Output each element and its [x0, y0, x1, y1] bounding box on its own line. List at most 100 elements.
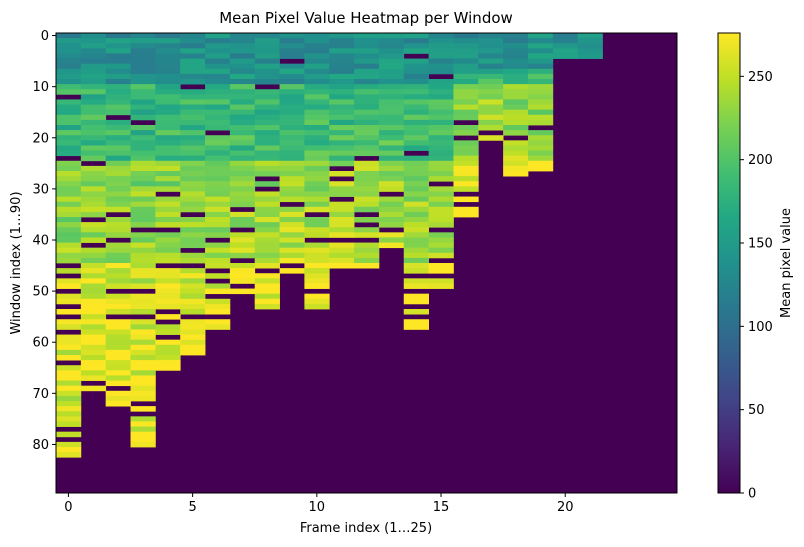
- heatmap-cell: [80, 344, 107, 351]
- heatmap-cell: [80, 58, 107, 65]
- heatmap-cell: [80, 355, 107, 361]
- heatmap-cell: [105, 360, 131, 366]
- heatmap-cell: [329, 38, 355, 44]
- heatmap-cell: [279, 211, 305, 218]
- heatmap-cell: [378, 232, 405, 238]
- heatmap-cell: [254, 53, 280, 59]
- heatmap-cell: [130, 360, 156, 366]
- heatmap-cell: [378, 94, 405, 100]
- heatmap-cell: [180, 319, 206, 325]
- heatmap-cell: [279, 176, 305, 182]
- heatmap-cell: [105, 349, 131, 356]
- heatmap-cell: [130, 406, 156, 412]
- heatmap-cell: [105, 99, 131, 105]
- heatmap-cell: [403, 63, 429, 70]
- heatmap-cell: [105, 365, 131, 371]
- heatmap-cell: [205, 206, 231, 213]
- heatmap-cell: [279, 196, 305, 203]
- heatmap-cell: [503, 73, 529, 80]
- heatmap-cell: [80, 303, 107, 310]
- heatmap-cell: [378, 58, 405, 65]
- heatmap-cell: [527, 48, 554, 54]
- heatmap-cell: [403, 104, 429, 111]
- heatmap-cell: [354, 145, 380, 151]
- heatmap-cell: [205, 201, 231, 208]
- heatmap-cell: [105, 89, 131, 95]
- heatmap-cell: [205, 84, 231, 90]
- heatmap-cell: [254, 288, 280, 295]
- heatmap-cell: [229, 79, 256, 85]
- heatmap-cell: [378, 84, 405, 90]
- heatmap-cell: [155, 298, 181, 305]
- heatmap-cell: [180, 217, 206, 223]
- heatmap-cell: [329, 43, 355, 49]
- heatmap-cell: [527, 135, 554, 141]
- heatmap-cell: [229, 171, 256, 177]
- heatmap-cell: [329, 109, 355, 116]
- heatmap-cell: [155, 349, 181, 356]
- heatmap-cell: [180, 68, 206, 75]
- heatmap-cell: [329, 125, 355, 131]
- heatmap-cell: [378, 104, 405, 111]
- heatmap-cell: [428, 278, 454, 284]
- heatmap-cell: [155, 48, 181, 54]
- heatmap-cell: [130, 252, 156, 259]
- heatmap-cell: [478, 99, 504, 105]
- heatmap-cell: [428, 38, 454, 44]
- heatmap-cell: [130, 114, 156, 121]
- heatmap-cell: [105, 303, 131, 310]
- heatmap-cell: [527, 68, 554, 75]
- heatmap-cell: [56, 324, 82, 330]
- heatmap-cell: [378, 119, 405, 126]
- heatmap-cell: [279, 104, 305, 111]
- heatmap-cell: [577, 33, 603, 39]
- heatmap-cell: [130, 217, 156, 223]
- heatmap-cell: [279, 181, 305, 187]
- heatmap-cell: [105, 155, 131, 162]
- x-tick-label: 20: [557, 500, 574, 515]
- heatmap-cell: [329, 206, 355, 213]
- heatmap-cell: [354, 171, 380, 177]
- heatmap-cell: [180, 181, 206, 187]
- y-tick-label: 60: [32, 336, 49, 351]
- heatmap-cell: [229, 43, 256, 49]
- heatmap-cell: [329, 252, 355, 259]
- heatmap-cell: [155, 114, 181, 121]
- heatmap-cell: [56, 227, 82, 233]
- heatmap-cell: [378, 237, 405, 243]
- heatmap-cell: [254, 38, 280, 44]
- heatmap-cell: [428, 206, 454, 213]
- heatmap-cell: [527, 160, 554, 167]
- heatmap-cell: [254, 201, 280, 208]
- heatmap-cell: [105, 48, 131, 54]
- heatmap-cell: [155, 89, 181, 95]
- heatmap-cell: [304, 155, 330, 162]
- heatmap-cell: [155, 63, 181, 70]
- heatmap-cell: [279, 79, 305, 85]
- heatmap-cell: [80, 319, 107, 325]
- heatmap-cell: [378, 222, 405, 228]
- heatmap-cell: [205, 247, 231, 254]
- heatmap-cell: [180, 206, 206, 213]
- heatmap-cell: [205, 181, 231, 187]
- heatmap-cell: [304, 114, 330, 121]
- heatmap-cell: [378, 211, 405, 218]
- heatmap-cell: [56, 119, 82, 126]
- heatmap-cell: [503, 38, 529, 44]
- heatmap-cell: [130, 334, 156, 341]
- heatmap-cell: [56, 370, 82, 376]
- heatmap-cell: [378, 48, 405, 54]
- heatmap-cell: [155, 43, 181, 49]
- heatmap-cell: [478, 104, 504, 111]
- heatmap-cell: [304, 268, 330, 274]
- heatmap-cell: [428, 125, 454, 131]
- heatmap-cell: [453, 109, 479, 116]
- x-tick-label: 10: [309, 500, 326, 515]
- heatmap-cell: [304, 196, 330, 203]
- heatmap-cell: [205, 58, 231, 65]
- heatmap-cell: [453, 68, 479, 75]
- heatmap-cell: [428, 171, 454, 177]
- heatmap-cell: [130, 84, 156, 90]
- heatmap-cell: [80, 370, 107, 376]
- heatmap-cell: [229, 160, 256, 167]
